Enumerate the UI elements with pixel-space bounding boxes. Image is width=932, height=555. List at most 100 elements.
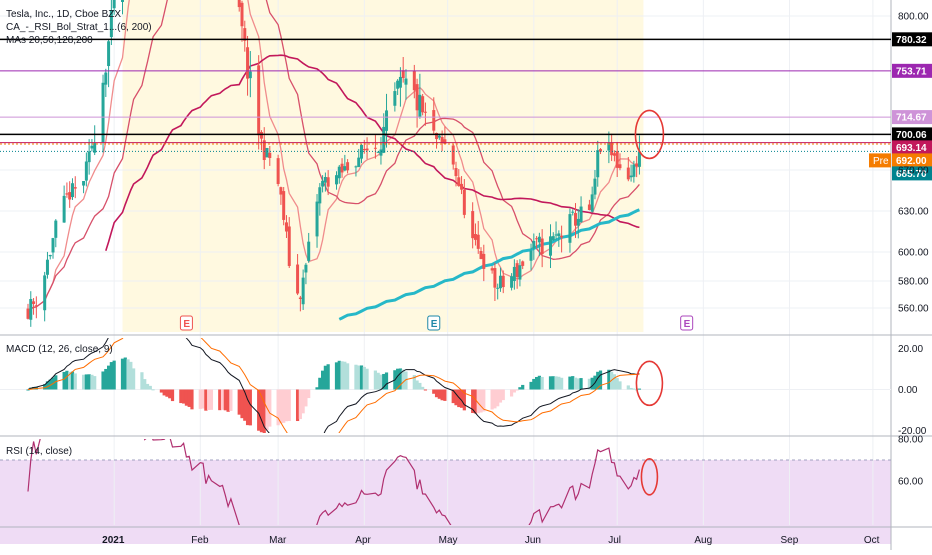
candle — [307, 232, 311, 263]
candle-body — [243, 28, 247, 41]
symbol-label[interactable]: Tesla, Inc., 1D, Cboe BZX — [6, 9, 122, 20]
candle-body — [48, 254, 52, 257]
candle — [34, 296, 38, 319]
candle — [579, 196, 583, 223]
candle — [498, 267, 502, 292]
candle — [334, 171, 338, 190]
macd-histogram-bar — [615, 378, 619, 390]
candle-body — [596, 150, 600, 178]
candle-body — [473, 234, 477, 240]
macd-histogram-bar — [459, 389, 464, 408]
candle — [587, 199, 591, 211]
macd-histogram-bar — [220, 389, 225, 410]
macd-histogram-bar — [560, 377, 564, 390]
rsi-label[interactable]: RSI (14, close) — [6, 446, 73, 457]
candle-body — [554, 234, 558, 236]
candle — [451, 143, 455, 170]
candle — [510, 273, 514, 291]
macd-histogram-bar — [482, 389, 486, 412]
ma-200-line — [338, 208, 640, 321]
macd-histogram-bar — [201, 389, 205, 409]
candle-body — [590, 194, 594, 212]
candle-body — [493, 268, 497, 288]
macd-histogram-bar — [323, 365, 327, 390]
candle-body — [451, 145, 455, 165]
candle — [521, 260, 525, 270]
candle — [421, 93, 425, 116]
candle — [82, 180, 86, 194]
macd-histogram-bar — [207, 389, 211, 410]
macd-histogram-bar — [534, 376, 539, 390]
indicator-strategy-label[interactable]: CA_-_RSI_Bol_Strat_1...(6, 200) — [6, 22, 152, 33]
macd-histogram-bar — [54, 375, 58, 390]
candle-body — [626, 167, 630, 180]
candle-body — [54, 220, 58, 238]
candle — [396, 79, 400, 96]
macd-histogram-bar — [243, 389, 247, 421]
macd-histogram-bar — [109, 362, 113, 390]
macd-legend: MACD (12, 26, close, 9) — [6, 343, 113, 356]
candle-body — [340, 163, 344, 173]
candle-body — [279, 187, 283, 195]
macd-line — [27, 338, 640, 433]
macd-histogram-bar — [223, 389, 227, 411]
candle-body — [579, 206, 583, 223]
annotation-circle-macd — [635, 360, 664, 407]
macd-histogram-bar — [379, 374, 383, 390]
macd-histogram-bar — [209, 389, 214, 410]
candle — [393, 82, 397, 112]
candle-body — [568, 214, 572, 243]
macd-histogram-bar — [298, 389, 302, 420]
candle — [379, 137, 383, 165]
candle — [373, 135, 377, 159]
macd-histogram-bar — [307, 389, 311, 399]
macd-histogram-bar — [315, 387, 319, 390]
macd-signal-line — [27, 338, 640, 433]
candle-body — [501, 275, 505, 288]
macd-tick-label: -20.00 — [898, 426, 927, 437]
candle — [398, 67, 402, 107]
candle — [268, 145, 272, 166]
candle-body — [93, 143, 97, 153]
candle — [109, 0, 113, 46]
macd-histogram-bar — [498, 389, 503, 403]
macd-histogram-bar — [590, 377, 594, 390]
pre-market-badge-text: Pre — [873, 156, 889, 167]
macd-histogram-bar — [81, 374, 86, 390]
macd-histogram-bar — [471, 389, 475, 414]
candle — [574, 203, 578, 238]
macd-histogram-bar — [473, 389, 478, 414]
candle-body — [240, 2, 244, 27]
candle — [515, 260, 519, 289]
macd-histogram-bar — [587, 378, 592, 390]
candle — [476, 220, 480, 254]
candle-body — [521, 261, 525, 266]
candle-body — [421, 96, 425, 113]
candle — [512, 259, 516, 290]
macd-histogram-bar — [190, 389, 194, 410]
indicator-mas-label[interactable]: MAs 20,50,128,200 — [6, 35, 93, 46]
candle-body — [87, 151, 91, 163]
candle-body — [512, 266, 516, 282]
macd-histogram-bar — [568, 376, 572, 390]
ma-50-line — [27, 0, 640, 319]
macd-histogram-bar — [512, 389, 516, 393]
macd-histogram-bar — [68, 371, 72, 390]
macd-histogram-bar — [532, 378, 536, 390]
price-tag-text-692.00: 692.00 — [896, 156, 927, 167]
macd-label[interactable]: MACD (12, 26, close, 9) — [6, 344, 113, 355]
earnings-marker — [680, 315, 694, 331]
candle — [298, 295, 302, 312]
macd-histogram-bar — [287, 389, 291, 422]
candle-body — [265, 148, 269, 158]
candle-body — [51, 238, 55, 253]
candle-body — [362, 149, 366, 151]
candle-body — [471, 211, 475, 239]
candle — [418, 73, 422, 119]
macd-histogram-bar — [554, 376, 558, 390]
macd-histogram-bar — [337, 360, 341, 390]
candle — [607, 131, 611, 164]
candle-body — [237, 0, 241, 8]
macd-histogram-bar — [548, 376, 553, 390]
